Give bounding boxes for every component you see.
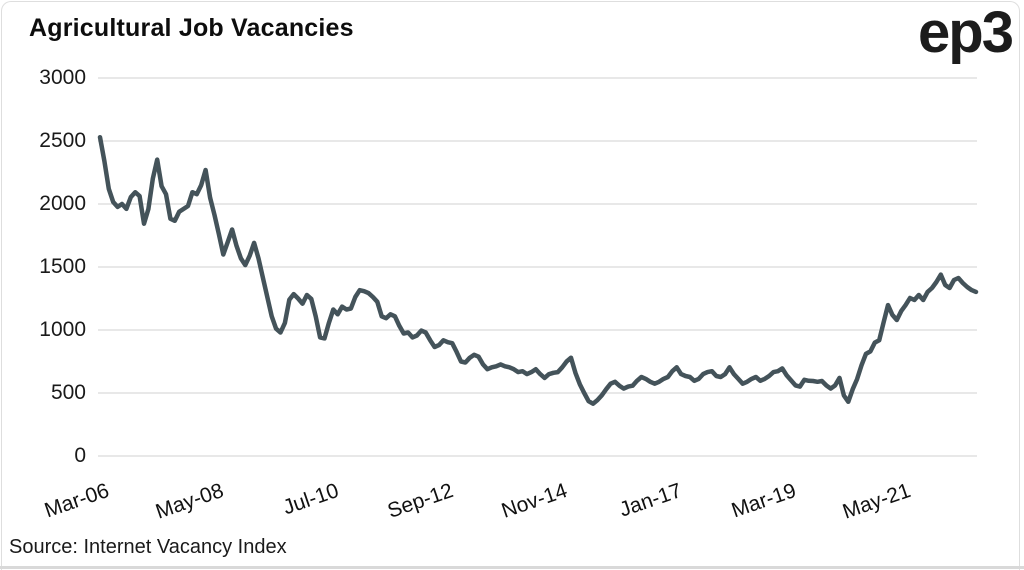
y-tick-label-2000: 2000	[39, 192, 86, 215]
y-tick-label-2500: 2500	[39, 129, 86, 152]
chart-title: Agricultural Job Vacancies	[29, 14, 354, 42]
y-tick-label-500: 500	[50, 381, 86, 404]
bottom-divider	[0, 566, 1024, 569]
y-tick-label-1500: 1500	[39, 255, 86, 278]
vacancies-line-series	[97, 134, 979, 406]
source-note: Source: Internet Vacancy Index	[9, 536, 287, 558]
ep3-logo: ep3	[918, 0, 1014, 65]
y-tick-label-1000: 1000	[39, 318, 86, 341]
y-tick-label-0: 0	[74, 444, 86, 467]
y-tick-label-3000: 3000	[39, 66, 86, 89]
